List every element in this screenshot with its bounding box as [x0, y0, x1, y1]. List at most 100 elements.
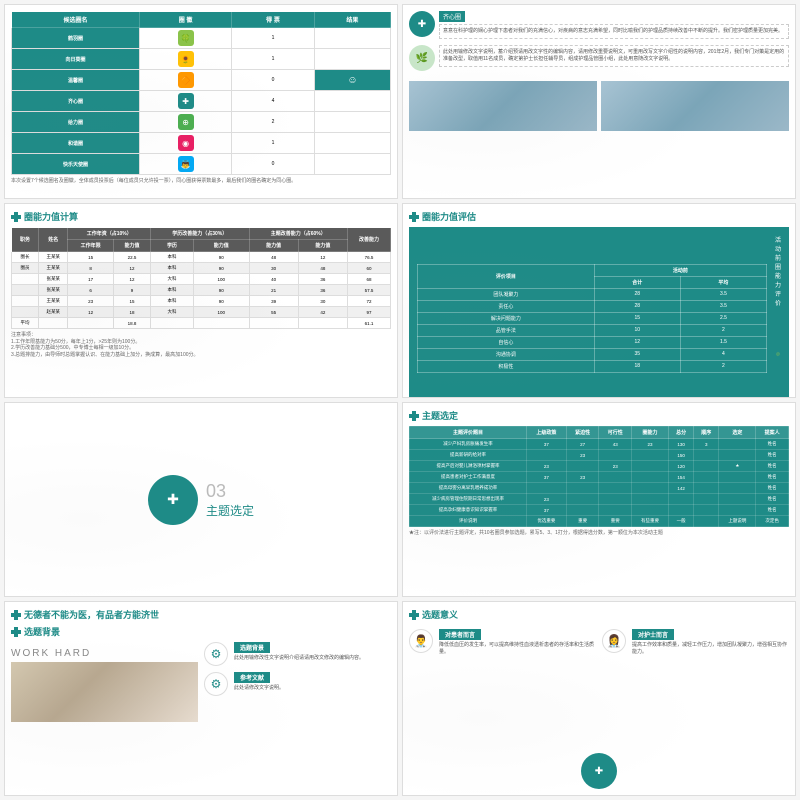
- cell: 90: [193, 252, 249, 263]
- cell: 提高母婴分离早乳喂养成功率: [410, 483, 527, 494]
- info-label: 齐心圈: [439, 11, 465, 22]
- info-text: 意意在科护理的娴心护理下患者对我们的充满信心，对疾病的意志充满希望，同时比喻我们…: [439, 24, 789, 39]
- result-cell: [314, 133, 390, 154]
- cell: [39, 318, 68, 329]
- vote-cell: 1: [232, 28, 315, 49]
- slide-significance: 选题意义 👨‍⚕️ 对患者而言降低低血压的发生率，可以提高维持性血液透析患者的存…: [402, 601, 796, 796]
- svg-text:15: 15: [779, 355, 780, 356]
- th: 主题改善能力（占60%）: [249, 228, 348, 240]
- cell: 60: [348, 263, 391, 274]
- section-title: 圈能力值评估: [422, 210, 476, 223]
- result-cell: [314, 112, 390, 133]
- badge-icon: ✚: [178, 93, 194, 109]
- cell: 2: [680, 324, 766, 336]
- cell: 15: [113, 296, 150, 307]
- cell: 1.5: [680, 336, 766, 348]
- section-header: 圈能力值评估: [409, 210, 789, 223]
- cell: 28: [594, 300, 680, 312]
- cell: 43: [599, 439, 632, 450]
- cell: [719, 494, 756, 505]
- image-row: [409, 77, 789, 131]
- hospital-image-2: [601, 81, 789, 131]
- cell: 48: [249, 252, 298, 263]
- cell: [12, 274, 39, 285]
- section-header: 主题选定: [409, 409, 789, 422]
- cell: 68: [348, 274, 391, 285]
- cell: [632, 472, 669, 483]
- cell: 提高孕妇健康意识知识掌握率: [410, 505, 527, 516]
- work-hard-label: WORK HARD: [11, 648, 198, 659]
- info-block-1: ✚ 齐心圈 意意在科护理的娴心护理下患者对我们的充满信心，对疾病的意志充满希望，…: [409, 11, 789, 39]
- col-badge: 圈 徽: [140, 12, 232, 28]
- hallway-image: [11, 662, 198, 722]
- th: 能力值: [298, 240, 347, 252]
- th: 总分: [669, 427, 694, 439]
- th: 工作年资（占10%）: [68, 228, 151, 240]
- cell: [694, 494, 719, 505]
- cell: [298, 318, 347, 329]
- divider-content: ✚ 03 主题选定: [11, 409, 391, 590]
- sig-text: 降低低血压的发生率，可以提高维持性血液透析患者的存活率和生活质量。: [439, 642, 596, 656]
- badge-icon: ◉: [178, 135, 194, 151]
- th: 职务: [12, 228, 39, 252]
- cell: [599, 505, 632, 516]
- cell: 18: [113, 307, 150, 318]
- th: 可行性: [599, 427, 632, 439]
- cell: [632, 505, 669, 516]
- cell: 评价说明: [410, 516, 527, 527]
- cell: [719, 450, 756, 461]
- cell: 18: [594, 360, 680, 372]
- section-header: 选题意义: [409, 608, 789, 621]
- badge-icon: 🍀: [178, 30, 194, 46]
- th: 活动前: [594, 264, 766, 276]
- cell: 圈员: [12, 263, 39, 274]
- cell: 12: [113, 263, 150, 274]
- cell: 48: [298, 263, 347, 274]
- cell: 提高患者对护士工作满意度: [410, 472, 527, 483]
- section-number: 03: [206, 481, 254, 502]
- cell: 姓名: [756, 483, 789, 494]
- cell: 12: [298, 252, 347, 263]
- cell: 次定色: [756, 516, 789, 527]
- result-cell: [314, 154, 390, 175]
- cell: 18.8: [113, 318, 150, 329]
- cell: 12: [594, 336, 680, 348]
- cross-icon: [409, 610, 419, 620]
- cell: [719, 505, 756, 516]
- th: 学历改善能力（占30%）: [151, 228, 250, 240]
- section-title: 无德者不能为医，有品者方能济世: [24, 608, 159, 621]
- cell: 2: [680, 360, 766, 372]
- cell: 重要: [566, 516, 599, 527]
- slide-ability-eval: 圈能力值评估 评价项目活动前 合计平均 团队凝聚力283.5责任心283.5解决…: [402, 203, 796, 398]
- cell: 37: [526, 472, 566, 483]
- svg-text:28: 28: [780, 352, 781, 353]
- cell: 3.5: [680, 288, 766, 300]
- result-cell: ☺: [314, 70, 390, 91]
- cell: [632, 483, 669, 494]
- section-header: 圈能力值计算: [11, 210, 391, 223]
- cross-icon: [409, 212, 419, 222]
- cell: 61.1: [348, 318, 391, 329]
- cell: 76.5: [348, 252, 391, 263]
- calc-notes: 注意事项：1.工作年限基能力为50分，每年上1分，>25年则为100分。2.学历…: [11, 332, 391, 358]
- th: 提案人: [756, 427, 789, 439]
- th: 工作年限: [68, 240, 114, 252]
- cross-icon: [11, 610, 21, 620]
- cell: 72: [348, 296, 391, 307]
- cell: [12, 285, 39, 296]
- hospital-image-1: [409, 81, 597, 131]
- cell: 解决问题能力: [418, 312, 595, 324]
- cell: 上题说明: [719, 516, 756, 527]
- cell: [632, 461, 669, 472]
- cell: 12: [113, 274, 150, 285]
- vote-cell: 2: [232, 112, 315, 133]
- th: 圈能力: [632, 427, 669, 439]
- cell: 一般: [669, 516, 694, 527]
- cell: 王某某: [39, 252, 68, 263]
- cell: 37: [526, 439, 566, 450]
- cell: 品管手法: [418, 324, 595, 336]
- item-heading: 选题背景: [234, 642, 270, 653]
- cell: 22.5: [113, 252, 150, 263]
- bg-item-1: ⚙ 选题背景此处用输修改性文字说明介绍请请用改文修改的编辑内容。: [204, 642, 391, 666]
- cell: 团队凝聚力: [418, 288, 595, 300]
